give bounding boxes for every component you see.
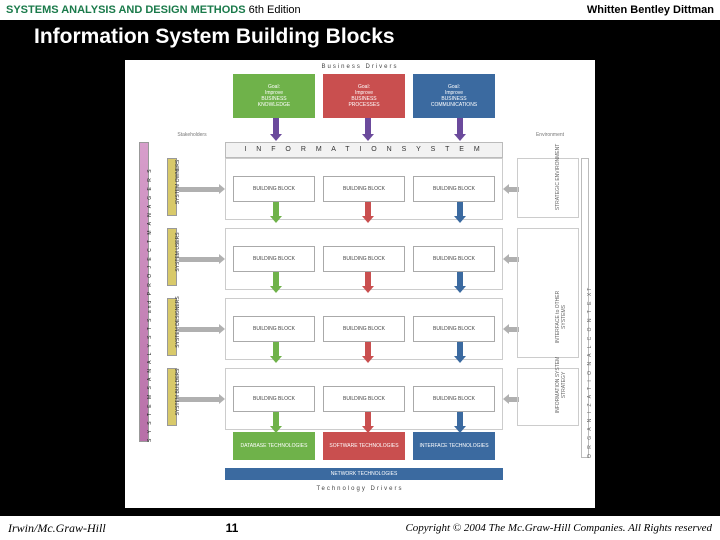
row-cells: BUILDING BLOCK BUILDING BLOCK BUILDING BLO… bbox=[233, 386, 495, 412]
env-panel-label: INFORMATION SYSTEM STRATEGY bbox=[555, 350, 567, 420]
row-cells: BUILDING BLOCK BUILDING BLOCK BUILDING BLO… bbox=[233, 176, 495, 202]
stakeholder-label: SYSTEM OWNERS bbox=[175, 152, 181, 212]
arrow-down-icon bbox=[454, 412, 466, 433]
book-title-block: SYSTEMS ANALYSIS AND DESIGN METHODS 6th … bbox=[6, 4, 301, 16]
arrow-down-icon bbox=[270, 272, 282, 293]
tech-box: INTERFACE TECHNOLOGIES bbox=[413, 432, 495, 460]
edition: 6th Edition bbox=[249, 4, 301, 16]
row-cells: BUILDING BLOCK BUILDING BLOCK BUILDING BLO… bbox=[233, 246, 495, 272]
building-block-cell: BUILDING BLOCK bbox=[323, 176, 405, 202]
arrow-down-icon bbox=[454, 342, 466, 363]
publisher: Irwin/Mc.Graw-Hill bbox=[8, 521, 106, 536]
environment-label: Environment bbox=[515, 132, 585, 138]
building-block-cell: BUILDING BLOCK bbox=[323, 386, 405, 412]
goals-row: Goal:ImproveBUSINESSKNOWLEDGEGoal:Improv… bbox=[233, 74, 495, 118]
arrow-down-icon bbox=[270, 342, 282, 363]
arrow-down-icon bbox=[270, 118, 282, 141]
tech-box: SOFTWARE TECHNOLOGIES bbox=[323, 432, 405, 460]
arrow-down-icon bbox=[362, 202, 374, 223]
arrow-down-icon bbox=[270, 202, 282, 223]
building-block-cell: BUILDING BLOCK bbox=[233, 386, 315, 412]
goal-box: Goal:ImproveBUSINESSKNOWLEDGE bbox=[233, 74, 315, 118]
arrow-right-icon bbox=[179, 184, 225, 194]
arrow-down-icon bbox=[362, 118, 374, 141]
env-panel bbox=[517, 368, 579, 426]
arrow-down-icon bbox=[454, 202, 466, 223]
arrow-right-icon bbox=[179, 254, 225, 264]
tech-row: DATABASE TECHNOLOGIES SOFTWARE TECHNOLOGI… bbox=[233, 432, 495, 460]
stakeholder-label: SYSTEM USERS bbox=[175, 222, 181, 282]
diagram: Business Drivers Goal:ImproveBUSINESSKNO… bbox=[125, 60, 595, 508]
top-label: Business Drivers bbox=[125, 64, 595, 70]
building-block-cell: BUILDING BLOCK bbox=[413, 176, 495, 202]
stakeholder-label: SYSTEM BUILDERS bbox=[175, 362, 181, 422]
building-block-cell: BUILDING BLOCK bbox=[413, 316, 495, 342]
slide-title-bar: Information System Building Blocks bbox=[0, 20, 720, 54]
env-panel bbox=[517, 228, 579, 358]
building-block-cell: BUILDING BLOCK bbox=[233, 316, 315, 342]
network-band: NETWORK TECHNOLOGIES bbox=[225, 468, 503, 480]
building-block-cell: BUILDING BLOCK bbox=[323, 246, 405, 272]
row-cells: BUILDING BLOCK BUILDING BLOCK BUILDING BLO… bbox=[233, 316, 495, 342]
goal-box: Goal:ImproveBUSINESSCOMMUNICATIONS bbox=[413, 74, 495, 118]
building-block-cell: BUILDING BLOCK bbox=[233, 176, 315, 202]
goal-box: Goal:ImproveBUSINESSPROCESSES bbox=[323, 74, 405, 118]
arrow-right-icon bbox=[179, 324, 225, 334]
building-block-cell: BUILDING BLOCK bbox=[233, 246, 315, 272]
env-panel bbox=[517, 158, 579, 218]
bottom-label: Technology Drivers bbox=[125, 486, 595, 492]
stakeholders-label: Stakeholders bbox=[165, 132, 219, 138]
arrow-down-icon bbox=[270, 412, 282, 433]
information-system-band: I N F O R M A T I O N S Y S T E M bbox=[225, 142, 503, 158]
header-bar: SYSTEMS ANALYSIS AND DESIGN METHODS 6th … bbox=[0, 0, 720, 20]
env-panel-label: INTERFACE to OTHER SYSTEMS bbox=[555, 282, 567, 352]
book-title: SYSTEMS ANALYSIS AND DESIGN METHODS bbox=[6, 4, 246, 16]
env-panel-label: STRATEGIC ENVIRONMENT bbox=[555, 142, 561, 212]
copyright: Copyright © 2004 The Mc.Graw-Hill Compan… bbox=[405, 522, 712, 534]
building-block-cell: BUILDING BLOCK bbox=[413, 386, 495, 412]
arrow-down-icon bbox=[362, 342, 374, 363]
arrow-down-icon bbox=[454, 272, 466, 293]
building-block-cell: BUILDING BLOCK bbox=[413, 246, 495, 272]
arrow-down-icon bbox=[362, 412, 374, 433]
authors: Whitten Bentley Dittman bbox=[587, 4, 714, 16]
tech-box: DATABASE TECHNOLOGIES bbox=[233, 432, 315, 460]
building-block-cell: BUILDING BLOCK bbox=[323, 316, 405, 342]
footer-bar: Irwin/Mc.Graw-Hill 11 Copyright © 2004 T… bbox=[0, 516, 720, 540]
managers-label: S Y S T E M S A N A L Y S T S and P R O … bbox=[147, 142, 153, 442]
arrow-right-icon bbox=[179, 394, 225, 404]
stakeholder-label: SYSTEM DESIGNERS bbox=[175, 292, 181, 352]
arrow-down-icon bbox=[454, 118, 466, 141]
slide-title: Information System Building Blocks bbox=[34, 25, 395, 49]
context-label: O R G A N I Z A T I O N A L C O N T E XT bbox=[587, 158, 593, 458]
arrow-down-icon bbox=[362, 272, 374, 293]
page-number: 11 bbox=[226, 521, 239, 535]
